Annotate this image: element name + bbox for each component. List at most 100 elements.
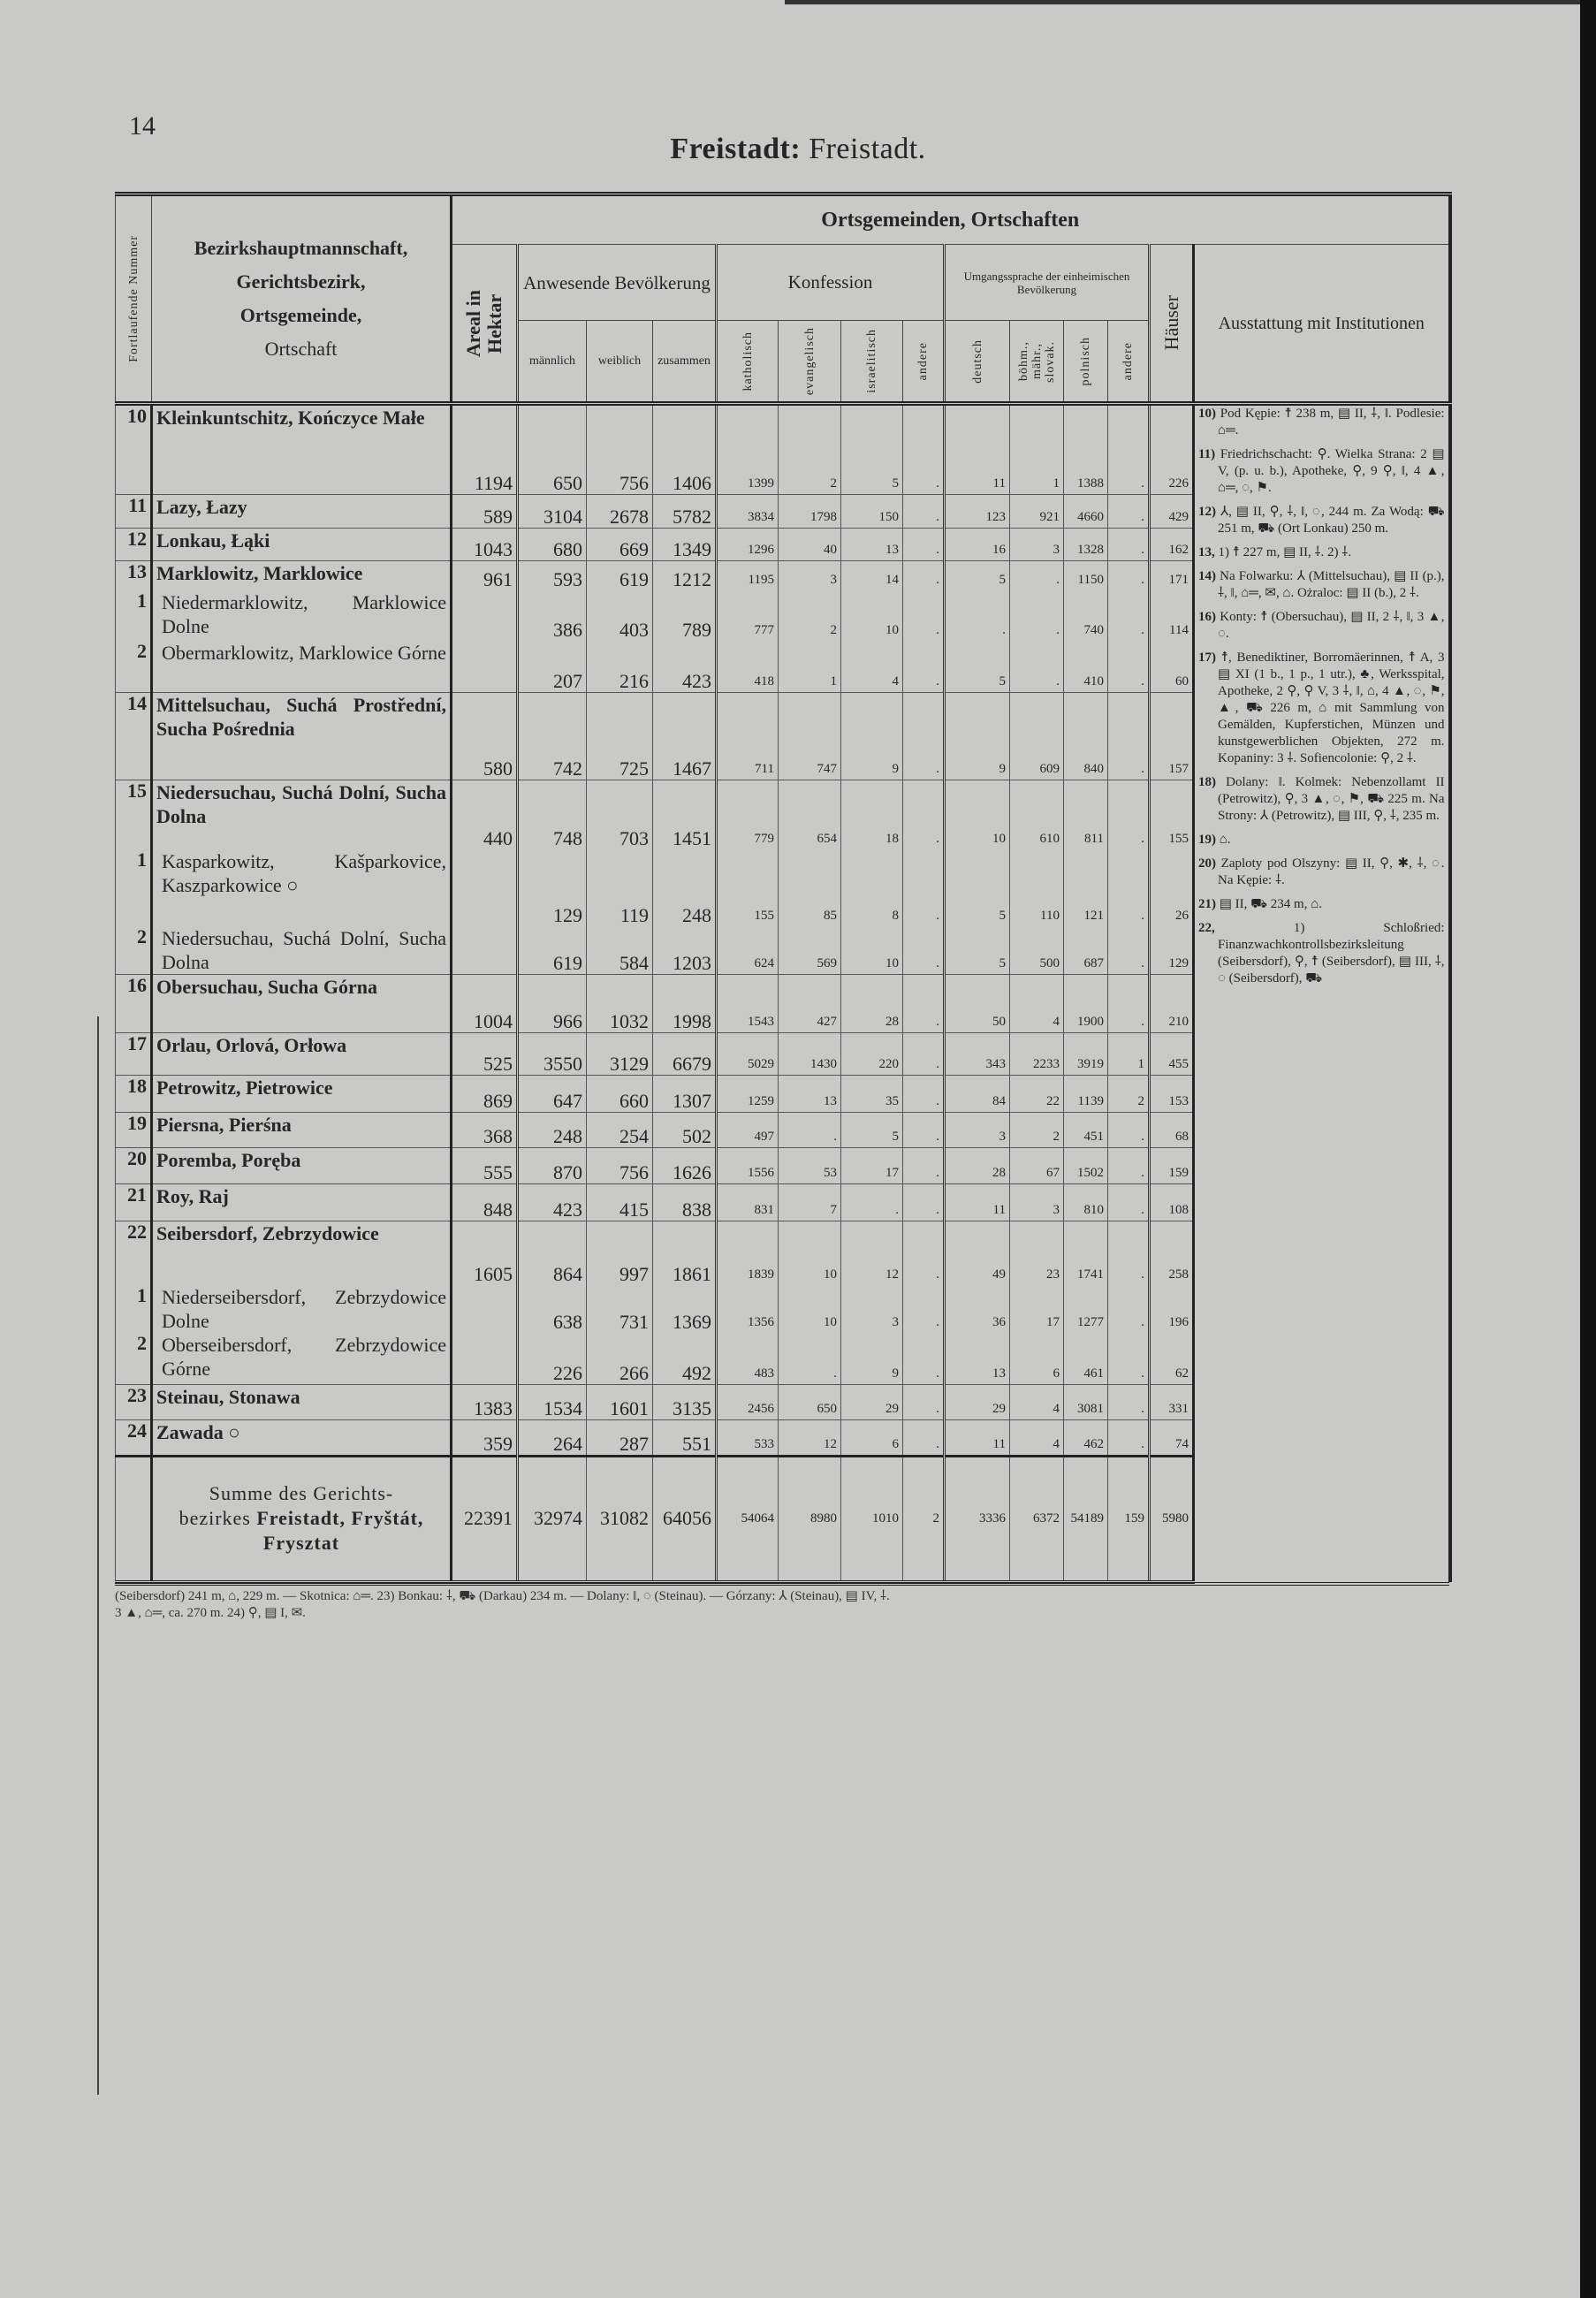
value-cell: . (1107, 1333, 1151, 1384)
value-cell: 1605 (451, 1220, 519, 1285)
value-cell: 840 (1063, 692, 1108, 780)
value-cell (451, 640, 519, 693)
facility-note: 14) Na Folwarku: ⅄ (Mittelsuchau), ▤ II … (1198, 569, 1445, 600)
table-row: 20 Poremba, Poręba 555 870 756 1626 1556 53 17. 2… (115, 1146, 1450, 1183)
value-cell: . (1107, 973, 1151, 1032)
value-cell: 1307 (652, 1074, 718, 1112)
value-cell: 5 (944, 560, 1010, 590)
value-cell: . (1107, 1183, 1151, 1221)
row-number: 1 (115, 848, 153, 926)
sum-value: 5980 (1149, 1454, 1194, 1584)
value-cell: 1798 (778, 494, 841, 529)
value-cell: . (1107, 528, 1151, 561)
value-cell: 10 (840, 590, 903, 641)
value-cell: . (902, 528, 946, 561)
header-confession: Konfession (716, 244, 946, 321)
value-cell: 7 (778, 1183, 841, 1221)
header-facilities: Ausstattung mit Institutionen (1191, 244, 1452, 404)
value-cell: 1043 (451, 528, 519, 561)
value-cell: 67 (1009, 1146, 1064, 1183)
value-cell: 2 (1107, 1074, 1151, 1112)
value-cell: 359 (451, 1419, 519, 1456)
sum-value: 2 (902, 1454, 946, 1584)
value-cell: . (902, 1183, 946, 1221)
value-cell: . (778, 1111, 841, 1147)
value-cell: 1388 (1063, 403, 1108, 495)
value-cell: 10 (778, 1285, 841, 1333)
value-cell: . (1107, 590, 1151, 641)
header-other-language: andere (1107, 320, 1151, 404)
sum-value: 32974 (517, 1454, 587, 1584)
value-cell: 740 (1063, 590, 1108, 641)
facility-note: 20) Zaploty pod Olszyny: ▤ II, ⚲, ✱, ⸸, … (1198, 856, 1445, 887)
title-court-district: Freistadt. (809, 133, 926, 165)
value-cell: 711 (716, 692, 779, 780)
header-name: Bezirkshauptmannschaft, Gerichtsbezirk, … (151, 192, 452, 404)
sum-value: 64056 (652, 1454, 718, 1584)
facility-note: 16) Konty: ☨ (Obersuchau), ▤ II, 2 ⸸, ‖,… (1198, 610, 1445, 641)
value-cell: 779 (716, 780, 779, 849)
facility-note: 22, 1) Schloßried: Finanzwachkontrollsbe… (1198, 921, 1445, 985)
value-cell: 150 (840, 494, 903, 529)
value-cell: 1150 (1063, 560, 1108, 590)
header-protestant: evangelisch (778, 320, 841, 404)
row-number: 17 (115, 1031, 153, 1075)
value-cell: 2456 (716, 1383, 779, 1419)
value-cell: . (840, 1183, 903, 1221)
sum-value: 6372 (1009, 1454, 1064, 1584)
value-cell: 3 (1009, 1183, 1064, 1221)
value-cell: 756 (586, 403, 653, 495)
value-cell: 1741 (1063, 1220, 1108, 1285)
header-total: zusammen (652, 320, 718, 404)
place-name: Orlau, Orlová, Orłowa (151, 1031, 452, 1075)
value-cell: 5 (944, 925, 1010, 974)
table-subrow: 1 Kasparkowitz, Kašparkovice, Kaszparkowi… (115, 848, 1450, 926)
value-cell: 5 (840, 1111, 903, 1147)
value-cell: 610 (1009, 780, 1064, 849)
value-cell: 22 (1009, 1074, 1064, 1112)
footnote-continuation: (Seibersdorf) 241 m, ⌂, 229 m. — Skotnic… (115, 1582, 1449, 1622)
value-cell: 110 (1009, 848, 1064, 926)
value-cell: 423 (517, 1183, 587, 1221)
value-cell: 10 (778, 1220, 841, 1285)
value-cell: 500 (1009, 925, 1064, 974)
row-number: 20 (115, 1146, 153, 1183)
value-cell: 114 (1149, 590, 1194, 641)
value-cell: 1626 (652, 1146, 718, 1183)
value-cell: 1502 (1063, 1146, 1108, 1183)
value-cell: 423 (652, 640, 718, 693)
value-cell: . (1107, 1419, 1151, 1456)
facility-note: 18) Dolany: ‖. Kolmek: Nebenzollamt II (… (1198, 775, 1445, 823)
sum-value: 54189 (1063, 1454, 1108, 1584)
value-cell: 5 (840, 403, 903, 495)
value-cell: 731 (586, 1285, 653, 1333)
value-cell: . (1009, 560, 1064, 590)
place-name: Niedersuchau, Suchá Dolní, Sucha Dolna (151, 780, 452, 849)
value-cell: 1467 (652, 692, 718, 780)
title-district: Freistadt: (670, 133, 802, 165)
value-cell: 3104 (517, 494, 587, 529)
value-cell: 331 (1149, 1383, 1194, 1419)
value-cell: 1139 (1063, 1074, 1108, 1112)
value-cell: 159 (1149, 1146, 1194, 1183)
value-cell: 418 (716, 640, 779, 693)
value-cell: 533 (716, 1419, 779, 1456)
value-cell: 838 (652, 1183, 718, 1221)
facility-note: 10) Pod Kępie: ☨ 238 m, ▤ II, ⸸, ‖. Podl… (1198, 407, 1445, 438)
row-number: 1 (115, 590, 153, 641)
table-row: 14 Mittelsuchau, Suchá Prostřední, Sucha … (115, 692, 1450, 780)
row-number: 11 (115, 494, 153, 529)
scan-edge-top (785, 0, 1580, 4)
value-cell: 368 (451, 1111, 519, 1147)
value-cell: . (944, 590, 1010, 641)
value-cell: 10 (840, 925, 903, 974)
value-cell: . (902, 780, 946, 849)
table-row: 10 Kleinkuntschitz, Kończyce Małe 1194 650 7… (115, 403, 1452, 1582)
table-subrow: 1 Niedermarklowitz, Marklowice Dolne 386 40… (115, 590, 1450, 641)
value-cell: 3 (1009, 528, 1064, 561)
value-cell: 647 (517, 1074, 587, 1112)
value-cell: 589 (451, 494, 519, 529)
value-cell: . (902, 1220, 946, 1285)
value-cell (451, 848, 519, 926)
value-cell: 9 (944, 692, 1010, 780)
